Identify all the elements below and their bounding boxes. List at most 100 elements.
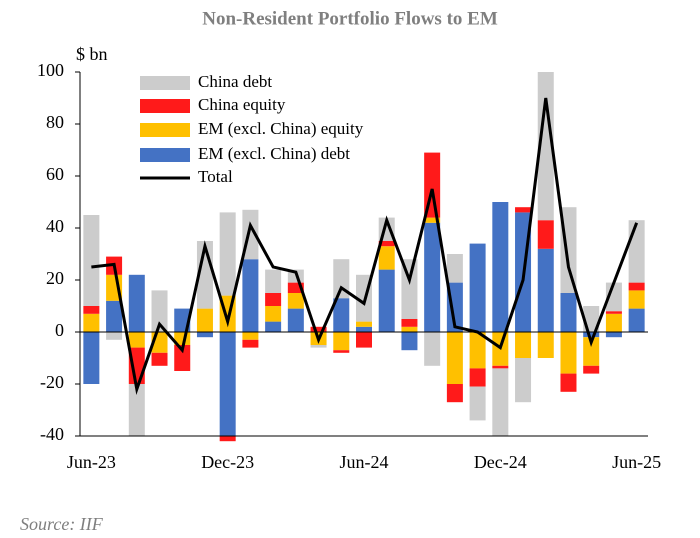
bar (560, 373, 577, 392)
bar (378, 246, 395, 270)
bar (628, 282, 645, 291)
bar (492, 202, 509, 332)
bar (401, 332, 418, 351)
bar (515, 332, 532, 358)
bar (356, 332, 372, 348)
x-tick-label: Dec-23 (201, 452, 254, 472)
legend-label: Total (198, 167, 233, 186)
bar (242, 259, 259, 332)
bar (219, 332, 236, 436)
bar (196, 308, 213, 332)
legend-swatch (140, 99, 190, 113)
bar (605, 332, 622, 338)
bar (401, 319, 418, 327)
bar (333, 350, 350, 353)
bar (469, 368, 486, 387)
bar (583, 332, 600, 338)
y-tick-label: 40 (46, 216, 64, 236)
bar (287, 308, 304, 332)
bar (583, 365, 600, 374)
y-tick-label: 20 (46, 268, 64, 288)
bar (83, 215, 100, 306)
bar (378, 269, 395, 332)
bar (378, 241, 395, 247)
bar (537, 220, 554, 249)
y-axis-label: $ bn (76, 44, 108, 64)
bar (446, 332, 463, 384)
bar (356, 326, 372, 332)
bar (537, 332, 554, 358)
legend-label: EM (excl. China) debt (198, 144, 350, 163)
bar (446, 384, 463, 403)
y-tick-label: 100 (37, 60, 64, 80)
bar (515, 358, 532, 403)
bar (446, 254, 463, 283)
bar (469, 243, 486, 332)
source: Source: IIF (20, 514, 104, 534)
bar (310, 326, 327, 332)
bar (560, 332, 577, 374)
bar (605, 313, 622, 332)
bar (537, 72, 554, 221)
bar (242, 332, 259, 340)
bar (151, 352, 168, 366)
y-tick-label: 0 (55, 320, 64, 340)
y-tick-label: -40 (40, 424, 64, 444)
x-tick-label: Jun-25 (612, 452, 661, 472)
bar (424, 217, 441, 223)
x-tick-label: Dec-24 (474, 452, 527, 472)
bar (242, 339, 259, 348)
bar (128, 384, 145, 436)
y-tick-label: 60 (46, 164, 64, 184)
y-tick-label: 80 (46, 112, 64, 132)
chart-title: Non-Resident Portfolio Flows to EM (202, 8, 498, 29)
bar (401, 259, 418, 319)
bar (583, 337, 600, 366)
bar (333, 259, 350, 299)
legend-label: China debt (198, 72, 272, 91)
total-line (91, 97, 639, 396)
legend-swatch (140, 76, 190, 90)
bar (128, 274, 145, 332)
legend-swatch (140, 148, 190, 162)
bar (628, 220, 645, 283)
legend-swatch (140, 123, 190, 137)
bar (628, 308, 645, 332)
legend-label: EM (excl. China) equity (198, 119, 364, 138)
bar (469, 386, 486, 421)
bar (151, 290, 168, 332)
bar (356, 321, 372, 327)
bar (83, 332, 100, 384)
legend-label: China equity (198, 95, 286, 114)
bar (310, 345, 327, 348)
bar (128, 332, 145, 348)
bar (265, 293, 282, 306)
bar (492, 365, 509, 369)
bar (515, 207, 532, 213)
bar (265, 306, 282, 322)
bar (219, 436, 236, 442)
bar (424, 332, 441, 366)
bar (287, 293, 304, 309)
bar (605, 311, 622, 314)
x-tick-label: Jun-23 (67, 452, 116, 472)
bar (83, 306, 100, 314)
bar (492, 368, 509, 436)
bar (287, 282, 304, 293)
bar (174, 345, 191, 371)
bar (469, 332, 486, 369)
bar (560, 293, 577, 332)
bar (106, 332, 123, 340)
x-tick-label: Jun-24 (340, 452, 389, 472)
bar (424, 222, 441, 332)
y-tick-label: -20 (40, 372, 64, 392)
bar (628, 290, 645, 309)
bar (106, 300, 123, 332)
bar (333, 332, 350, 351)
bar (537, 248, 554, 332)
bar (219, 212, 236, 296)
bar (83, 313, 100, 332)
bar (265, 269, 282, 293)
bar (265, 321, 282, 332)
